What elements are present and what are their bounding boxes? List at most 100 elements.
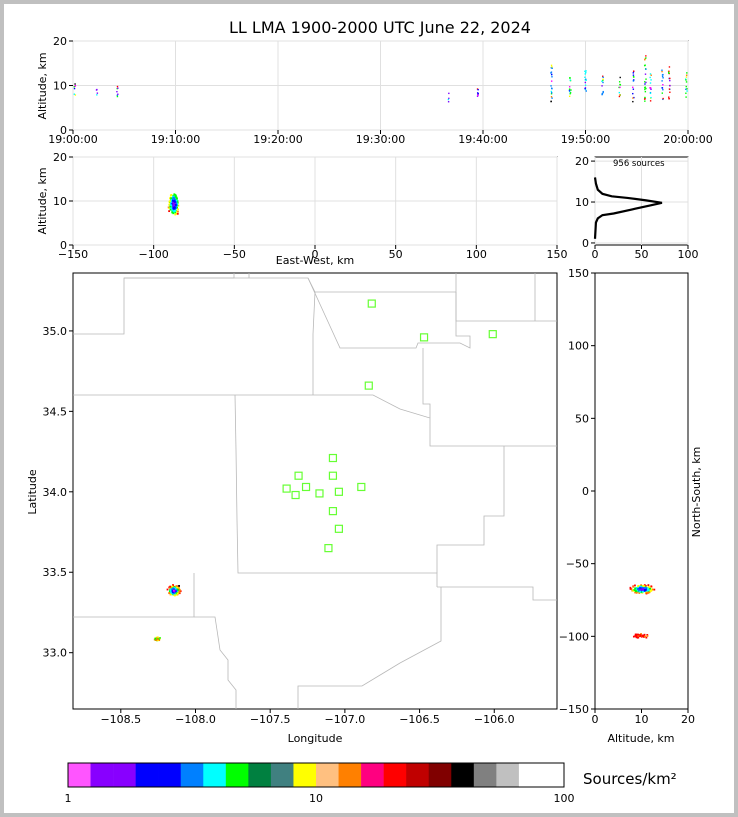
source-point [176, 204, 179, 207]
altitude-tick-label: 10 [635, 713, 649, 726]
source-point [644, 87, 646, 89]
source-point [661, 74, 664, 76]
northsouth-ylabel: North-South, km [690, 447, 703, 538]
source-point [178, 591, 181, 594]
eastwest-tick-label: 0 [312, 248, 319, 261]
source-point [647, 584, 650, 587]
source-point [639, 587, 642, 590]
source-point [585, 78, 587, 81]
source-point [635, 636, 638, 639]
altitude-tick-label: 20 [53, 151, 67, 164]
source-point [169, 197, 171, 200]
source-point [550, 80, 553, 82]
altitude-tick-label: 0 [60, 239, 67, 252]
source-point [177, 210, 179, 213]
source-point [638, 592, 641, 594]
source-point [661, 69, 663, 71]
lma-station-marker [291, 490, 300, 500]
source-point [649, 92, 652, 95]
source-point [172, 210, 175, 213]
source-point [177, 589, 180, 591]
eastwest-xlabel: East-West, km [276, 254, 354, 267]
eastwest-tick-label: −150 [58, 248, 88, 261]
count-tick-label: 0 [592, 248, 599, 261]
source-point [662, 84, 664, 86]
source-point [176, 200, 179, 203]
source-point [644, 587, 646, 589]
source-point [649, 590, 652, 592]
altitude-histogram-panel: 0 50 100 0 10 20 956 sources [575, 155, 699, 261]
source-point [645, 78, 647, 80]
source-point [550, 67, 552, 69]
source-point [168, 203, 171, 206]
source-point [74, 84, 77, 87]
source-point [662, 98, 664, 101]
source-point [640, 588, 643, 591]
latitude-ylabel: Latitude [26, 469, 39, 515]
altitude-time-panel: 19:00:00 19:10:00 19:20:00 19:30:00 19:40:00… [36, 35, 713, 146]
colorbar-tick-label: 10 [309, 792, 323, 805]
source-point [73, 87, 76, 90]
source-point [172, 206, 175, 209]
source-point [569, 79, 571, 81]
source-point [632, 97, 634, 99]
altitude-tick-label: 0 [60, 124, 67, 137]
source-point [173, 202, 176, 205]
source-point [178, 589, 181, 591]
source-point [630, 588, 633, 590]
source-point [171, 209, 174, 212]
northsouth-tick-label: −50 [566, 558, 589, 571]
source-point [649, 73, 652, 75]
source-point [646, 587, 649, 590]
source-point [569, 92, 572, 94]
source-point [649, 87, 652, 89]
colorbar-frame [67, 762, 565, 788]
source-point [644, 59, 646, 61]
source-point [684, 78, 687, 80]
source-point [117, 87, 119, 89]
lma-station-marker [282, 484, 291, 493]
source-point [584, 87, 587, 89]
eastwest-tick-label: 50 [389, 248, 403, 261]
altitude-tick-label: 10 [53, 195, 67, 208]
source-point [173, 193, 176, 196]
source-point [601, 85, 603, 87]
latitude-tick-label: 34.0 [43, 486, 68, 499]
source-point [73, 86, 76, 88]
source-point [645, 87, 647, 90]
source-point [631, 589, 634, 592]
source-point [685, 92, 687, 94]
source-point [634, 589, 636, 592]
colorbar-cell [90, 763, 114, 787]
colorbar-cell [293, 763, 317, 787]
source-point [166, 588, 169, 591]
source-point [639, 634, 642, 637]
time-tick-label: 19:00:00 [48, 133, 97, 146]
source-point [170, 197, 172, 200]
lma-station-marker [488, 330, 497, 339]
time-tick-label: 19:20:00 [253, 133, 302, 146]
altitude-tick-label: 20 [681, 713, 695, 726]
source-point [168, 590, 171, 593]
colorbar-label: Sources/km² [583, 770, 677, 788]
lma-station-marker [294, 471, 303, 480]
source-point [636, 588, 639, 590]
source-point [172, 212, 175, 215]
source-point [173, 592, 176, 595]
source-point [650, 79, 652, 81]
lma-station-marker [419, 333, 429, 342]
source-point [650, 585, 653, 588]
source-point [174, 210, 177, 212]
source-point [644, 96, 646, 99]
source-point [174, 587, 177, 590]
source-point [170, 199, 173, 201]
source-point [170, 593, 172, 596]
lma-station-marker [367, 299, 376, 308]
source-point [644, 88, 646, 91]
lma-station-marker [357, 482, 366, 492]
source-point [171, 591, 174, 594]
source-point [632, 635, 635, 638]
source-point [642, 635, 644, 637]
source-point [601, 92, 604, 95]
source-point [550, 93, 553, 95]
